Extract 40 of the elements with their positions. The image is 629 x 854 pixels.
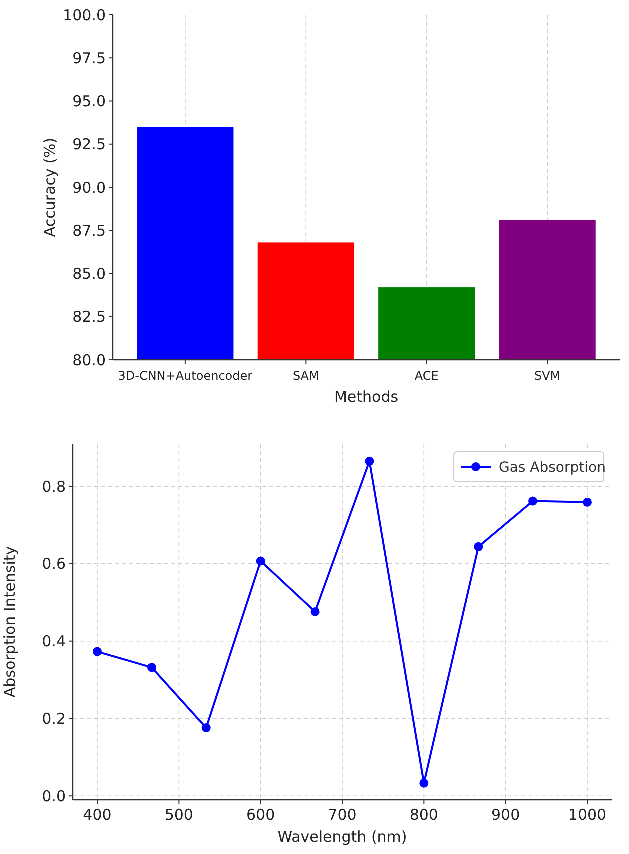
- legend-label: Gas Absorption: [499, 460, 606, 476]
- y-tick-label: 87.5: [72, 222, 106, 240]
- point: [528, 496, 538, 506]
- point: [583, 498, 592, 507]
- x-tick-label: SVM: [534, 369, 561, 383]
- y-tick-label: 0.6: [42, 555, 66, 574]
- y-axis-title: Accuracy (%): [41, 138, 59, 238]
- x-axis-title: Methods: [334, 388, 399, 406]
- x-axis-title: Wavelength (nm): [278, 828, 408, 846]
- point: [474, 542, 484, 552]
- y-axis-title: Absorption Intensity: [1, 546, 19, 698]
- y-tick-label: 0.4: [42, 632, 66, 651]
- point: [256, 556, 266, 566]
- y-tick-label: 90.0: [72, 178, 106, 197]
- y-tick-label: 80.0: [72, 351, 106, 370]
- y-tick-label: 97.5: [72, 49, 106, 68]
- x-tick-label: 1000: [568, 806, 607, 824]
- y-tick-label: 0.0: [42, 787, 66, 806]
- x-tick-label: 400: [83, 806, 112, 824]
- x-tick-label: 800: [410, 806, 438, 824]
- point: [147, 663, 156, 672]
- y-tick-label: 95.0: [72, 92, 106, 110]
- x-tick-label: SAM: [292, 369, 320, 383]
- point: [93, 647, 102, 656]
- point: [420, 778, 429, 788]
- y-tick-label: 85.0: [72, 265, 106, 283]
- y-tick-label: 0.8: [42, 478, 66, 496]
- x-tick-label: 700: [328, 806, 357, 824]
- x-tick-label: 900: [492, 806, 520, 824]
- y-tick-label: 100.0: [63, 6, 106, 24]
- x-tick-label: 600: [246, 806, 276, 824]
- point: [202, 724, 211, 733]
- x-tick-label: 3D-CNN+Autoencoder: [118, 369, 253, 383]
- y-tick-label: 0.2: [42, 710, 66, 728]
- x-tick-label: 500: [164, 806, 194, 824]
- point: [310, 607, 320, 616]
- x-tick-label: ACE: [414, 369, 439, 383]
- y-tick-label: 82.5: [72, 308, 106, 326]
- point: [365, 456, 374, 466]
- y-tick-label: 92.5: [72, 136, 106, 154]
